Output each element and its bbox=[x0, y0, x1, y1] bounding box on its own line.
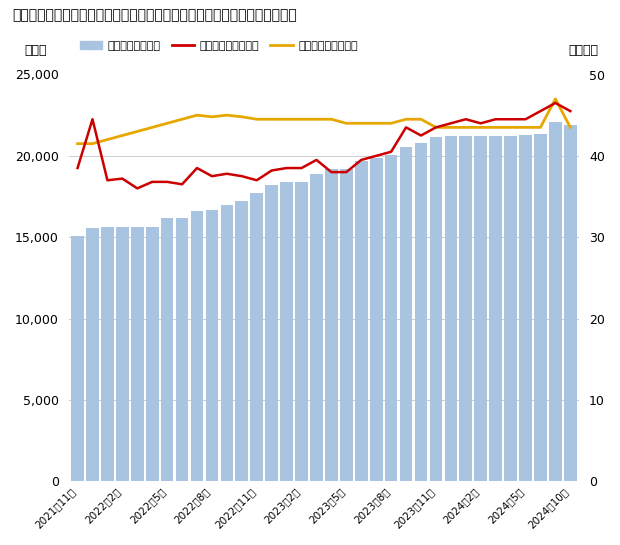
Bar bbox=[445, 136, 457, 481]
Bar bbox=[430, 137, 442, 481]
Bar bbox=[206, 209, 218, 481]
Text: （件）: （件） bbox=[25, 44, 47, 57]
Bar bbox=[385, 155, 397, 481]
Bar bbox=[519, 135, 532, 481]
Bar bbox=[295, 182, 308, 481]
Bar bbox=[101, 227, 113, 481]
Bar bbox=[191, 211, 203, 481]
Bar bbox=[71, 237, 84, 481]
Bar bbox=[325, 169, 338, 481]
Bar bbox=[236, 202, 248, 481]
Bar bbox=[161, 217, 174, 481]
Bar bbox=[221, 204, 233, 481]
Bar bbox=[86, 228, 99, 481]
Bar bbox=[504, 136, 517, 481]
Legend: 在庫件数（左軸）, 成約㎡単価（右軸）, 在庫㎡単価（右軸）: 在庫件数（左軸）, 成約㎡単価（右軸）, 在庫㎡単価（右軸） bbox=[80, 41, 358, 51]
Bar bbox=[146, 227, 159, 481]
Bar bbox=[415, 143, 427, 481]
Bar bbox=[534, 134, 547, 481]
Bar bbox=[265, 185, 278, 481]
Bar bbox=[280, 182, 293, 481]
Bar bbox=[549, 122, 562, 481]
Bar bbox=[474, 136, 487, 481]
Bar bbox=[355, 161, 368, 481]
Bar bbox=[370, 158, 383, 481]
Bar bbox=[489, 136, 502, 481]
Bar bbox=[175, 217, 188, 481]
Bar bbox=[340, 169, 353, 481]
Bar bbox=[131, 227, 144, 481]
Bar bbox=[116, 227, 129, 481]
Bar bbox=[310, 174, 323, 481]
Text: （万円）: （万円） bbox=[569, 44, 598, 57]
Bar bbox=[564, 125, 577, 481]
Bar bbox=[250, 193, 263, 481]
Bar bbox=[400, 147, 412, 481]
Bar bbox=[459, 136, 472, 481]
Text: 近畿圏（関西）の中古マンション在庫件数、成約㎡単価、在庫㎡単価の推移: 近畿圏（関西）の中古マンション在庫件数、成約㎡単価、在庫㎡単価の推移 bbox=[12, 8, 297, 22]
